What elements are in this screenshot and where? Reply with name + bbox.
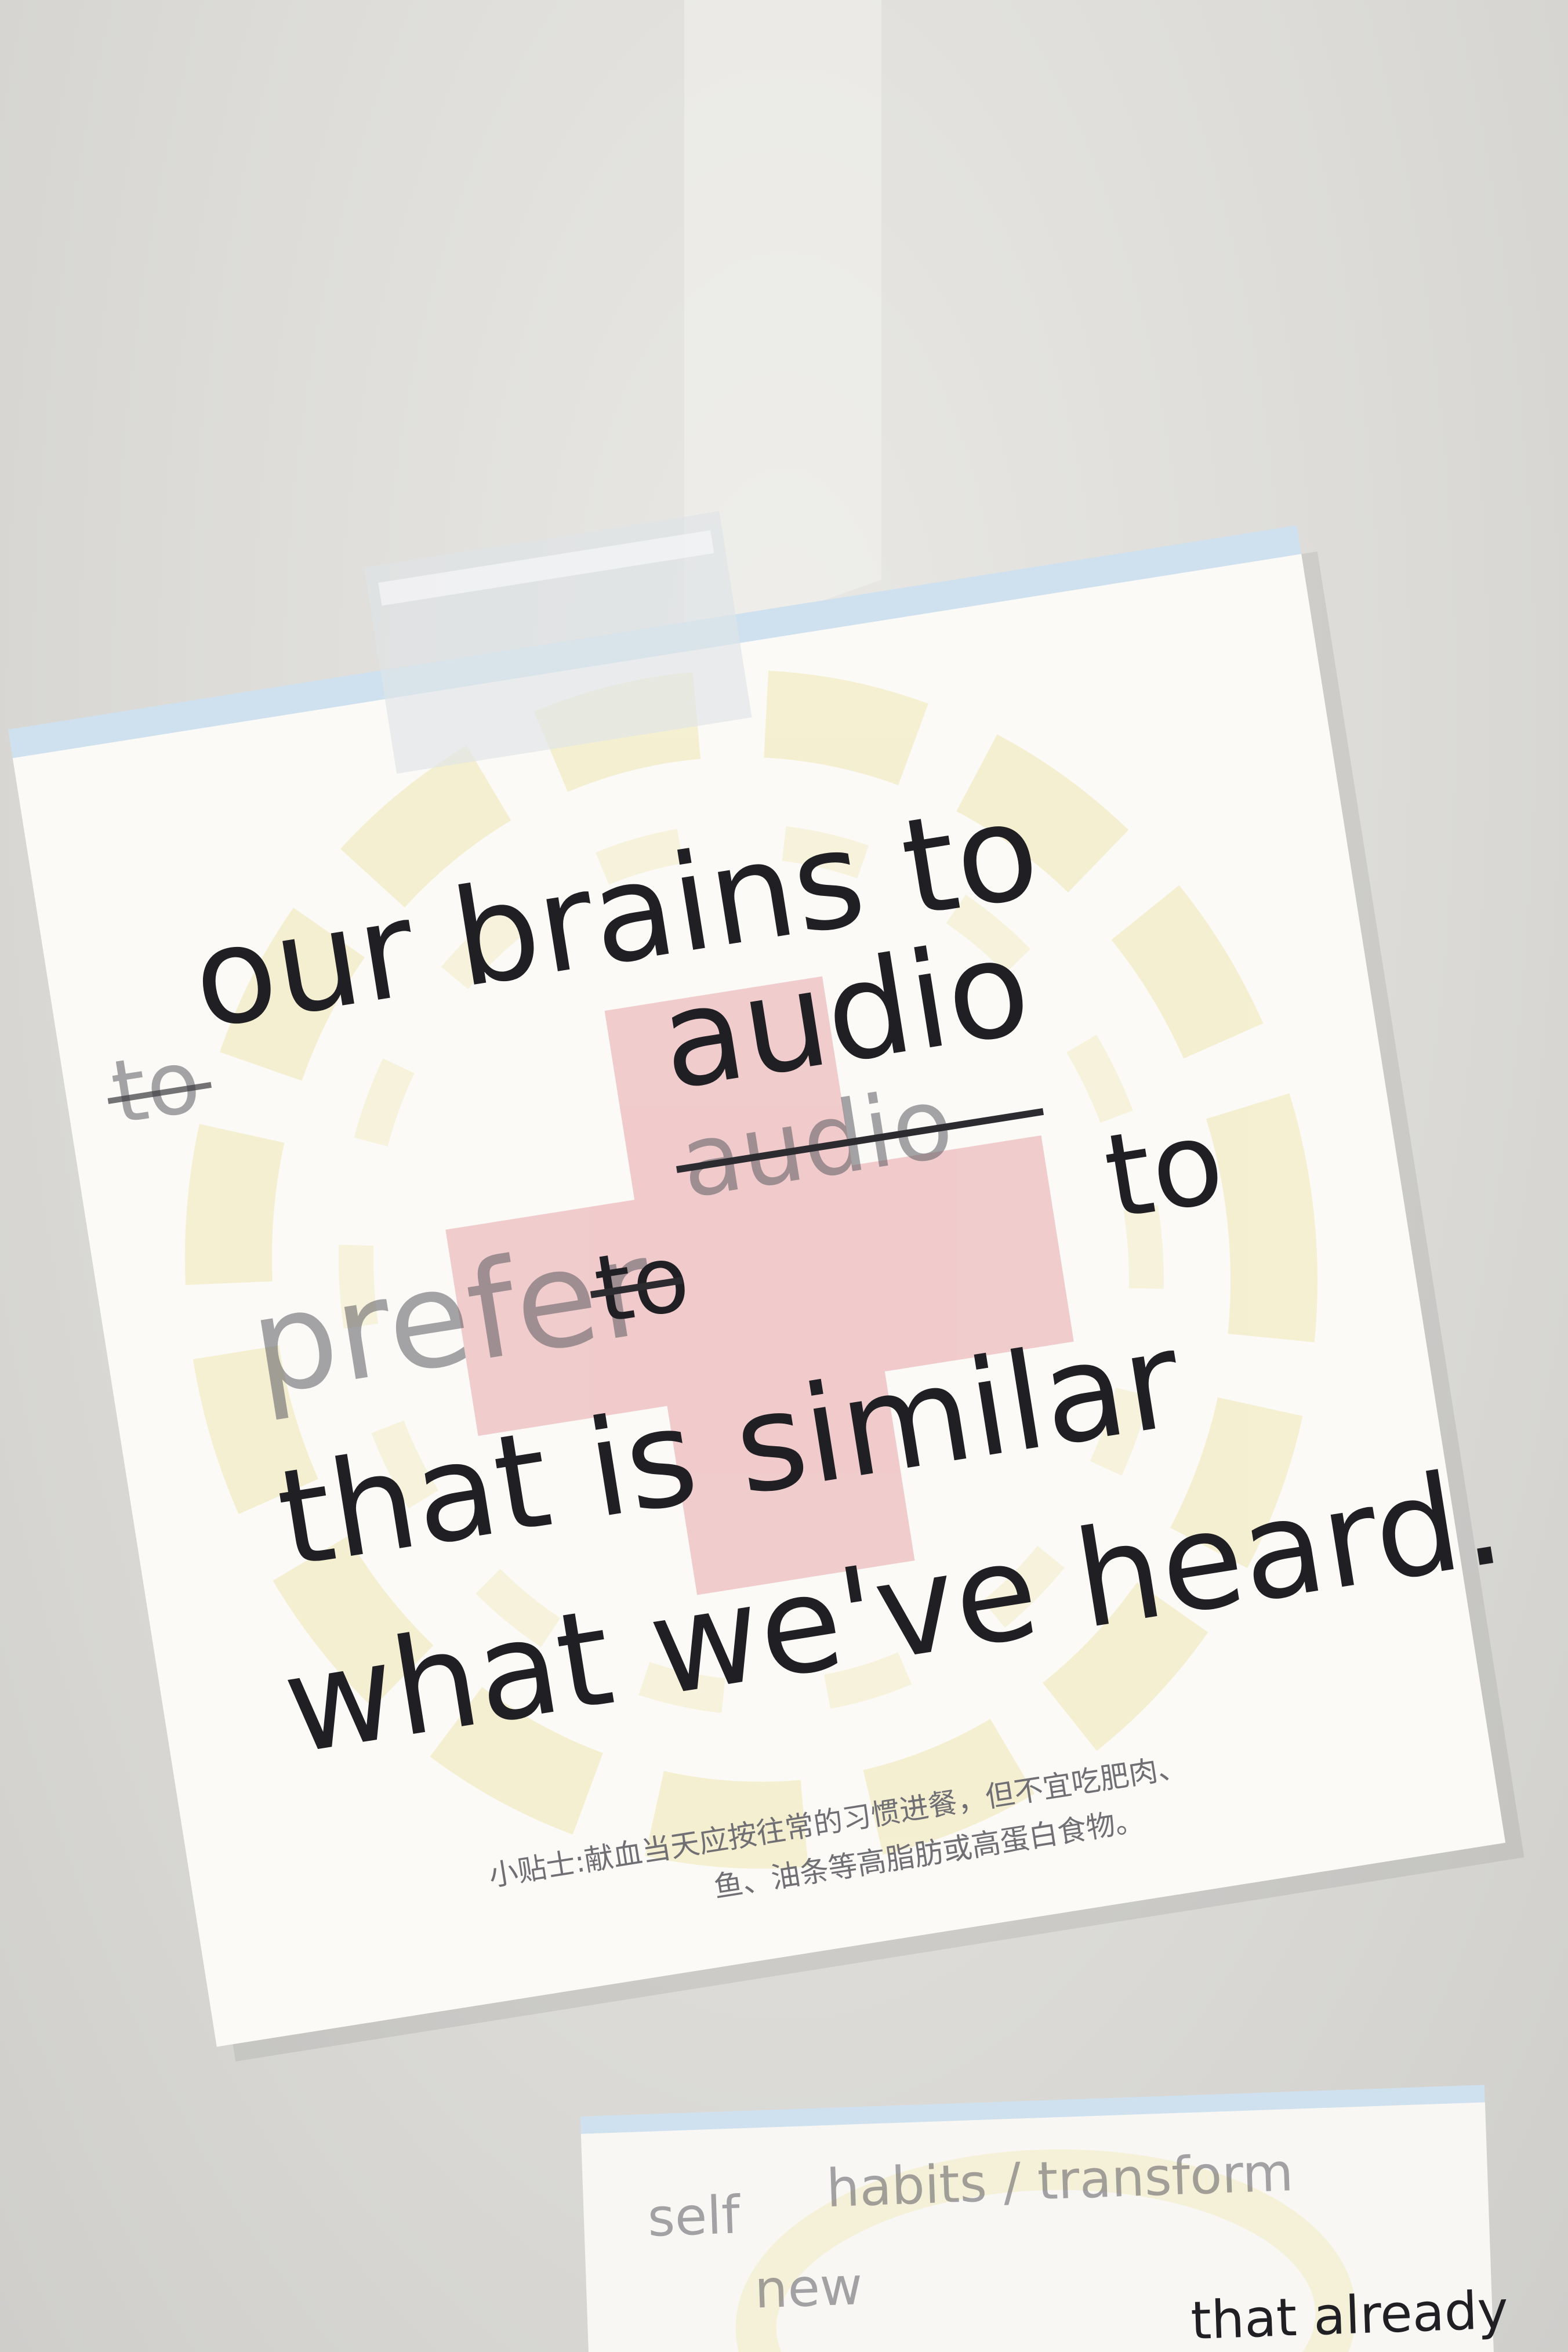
sticky-note: to our brains to audio audio prefer to t… [8, 511, 1525, 2061]
second-note-line-1: self [647, 2184, 742, 2249]
second-note-paper [580, 2102, 1495, 2352]
red-cross-watermark [445, 976, 1074, 1595]
second-sticky-note: self habits / transform new that already [580, 2085, 1509, 2352]
second-note-line-3: new [754, 2256, 864, 2320]
handwritten-line-4: to [1096, 1094, 1232, 1246]
second-note-line-4: that already [1190, 2280, 1509, 2351]
light-streak [684, 0, 881, 649]
